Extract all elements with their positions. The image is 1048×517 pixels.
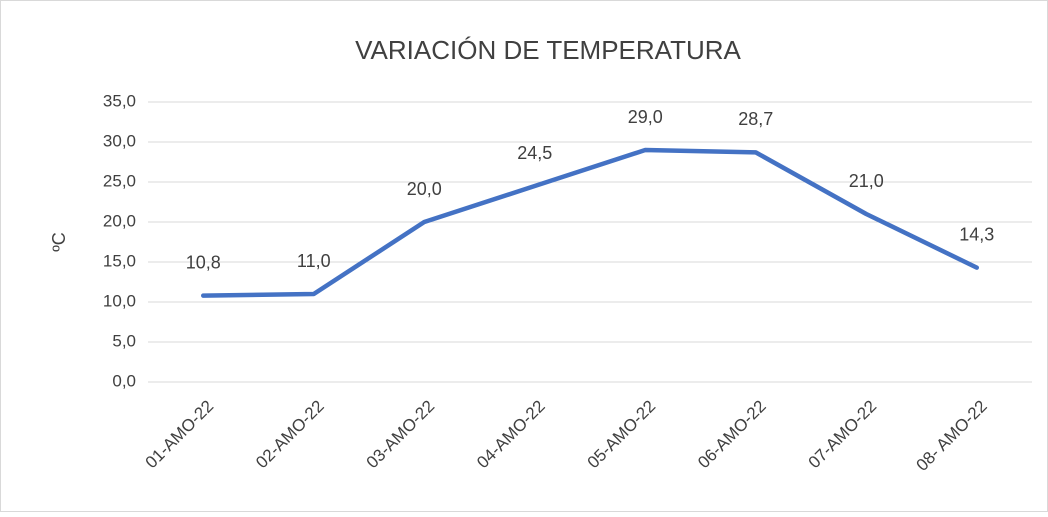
- data-label: 29,0: [628, 107, 663, 127]
- data-label: 11,0: [297, 251, 331, 271]
- data-label: 14,3: [959, 224, 994, 244]
- data-label: 28,7: [738, 109, 773, 129]
- y-tick-label: 20,0: [103, 211, 136, 230]
- data-label: 21,0: [849, 171, 884, 191]
- y-tick-label: 30,0: [103, 131, 136, 150]
- data-label: 24,5: [517, 143, 552, 163]
- y-tick-label: 5,0: [112, 331, 136, 350]
- y-tick-label: 10,0: [103, 291, 136, 310]
- y-tick-label: 35,0: [103, 91, 136, 110]
- y-tick-label: 25,0: [103, 171, 136, 190]
- chart-title: VARIACIÓN DE TEMPERATURA: [355, 35, 741, 65]
- y-tick-label: 0,0: [112, 371, 136, 390]
- data-label: 20,0: [407, 179, 442, 199]
- data-line: [201, 147, 979, 298]
- data-label: 10,8: [186, 252, 221, 272]
- y-axis-label: ºC: [49, 232, 69, 252]
- y-tick-label: 15,0: [103, 251, 136, 270]
